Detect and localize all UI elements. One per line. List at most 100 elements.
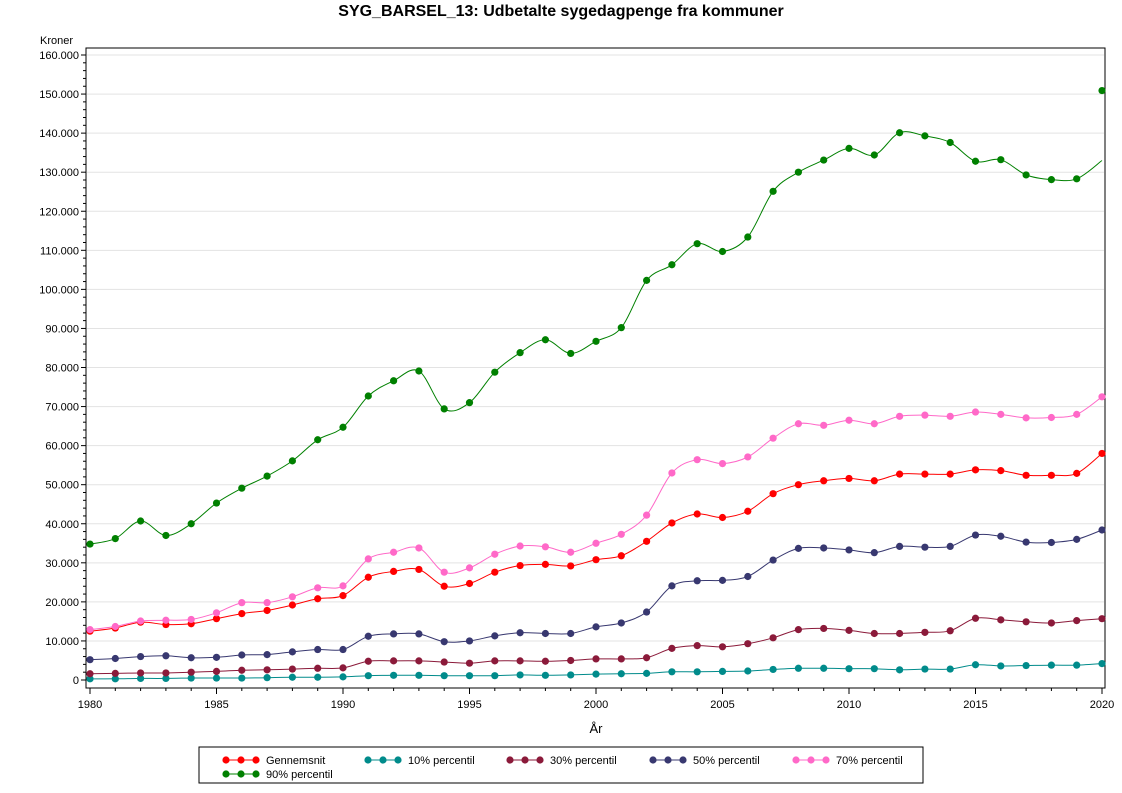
data-point (820, 544, 828, 552)
data-point (86, 675, 94, 683)
series-10-percentil (86, 659, 1106, 683)
x-tick-label: 1995 (457, 699, 481, 711)
data-point (693, 577, 701, 585)
data-point (162, 669, 170, 677)
data-point (415, 367, 423, 375)
data-point (288, 665, 296, 673)
data-point (162, 674, 170, 683)
data-point (617, 655, 625, 663)
data-point (111, 534, 119, 543)
legend-label: 30% percentil (550, 755, 617, 767)
data-point (1098, 86, 1106, 95)
y-tick-label: 10.000 (45, 636, 79, 648)
data-point (921, 628, 929, 636)
data-point (1047, 176, 1055, 184)
legend-swatch-marker (792, 756, 800, 764)
data-point (491, 550, 499, 558)
data-point (617, 324, 625, 332)
data-point (643, 276, 651, 284)
data-point (643, 669, 651, 677)
data-point (567, 548, 575, 556)
data-point (744, 572, 752, 581)
data-point (1022, 471, 1030, 479)
data-point (86, 626, 94, 634)
data-point (1073, 661, 1081, 669)
data-point (693, 642, 701, 650)
legend-label: 70% percentil (836, 755, 903, 767)
data-point (541, 629, 550, 638)
data-point (390, 567, 398, 576)
data-point (238, 609, 246, 618)
series-90-percentil (86, 86, 1106, 548)
data-point (364, 672, 372, 680)
data-point (870, 420, 878, 428)
data-point (516, 629, 524, 637)
data-point (415, 671, 423, 679)
legend-swatch-marker (822, 756, 830, 764)
data-point (1073, 617, 1081, 625)
data-point (946, 412, 954, 420)
data-point (187, 520, 195, 528)
legend-items: Gennemsnit 10% percentil 30% percentil 50% … (222, 755, 903, 781)
data-point (162, 531, 170, 540)
data-point (137, 517, 145, 525)
data-point (794, 664, 803, 672)
data-point (870, 629, 878, 638)
data-point (1098, 615, 1106, 623)
data-point (238, 599, 246, 607)
series-70-percentil (86, 393, 1106, 634)
data-point (465, 637, 474, 645)
data-point (440, 658, 448, 666)
data-point (137, 669, 145, 677)
data-point (1098, 659, 1106, 668)
data-point (617, 619, 625, 627)
legend-label: 10% percentil (408, 755, 475, 767)
legend-item: 70% percentil (792, 755, 903, 767)
y-tick-label: 40.000 (45, 519, 79, 531)
data-point (744, 667, 752, 675)
data-point (364, 555, 372, 563)
data-point (137, 674, 145, 683)
data-point (794, 544, 803, 552)
data-point (541, 671, 550, 679)
legend-swatch-marker (364, 756, 372, 764)
x-tick-label: 2005 (710, 699, 734, 711)
legend-frame (198, 746, 924, 784)
data-point (491, 672, 499, 680)
data-point (263, 666, 271, 674)
data-point (845, 546, 853, 554)
data-point (288, 457, 296, 465)
data-point (187, 615, 195, 624)
data-point (693, 510, 701, 518)
data-point (769, 434, 777, 442)
data-point (946, 138, 954, 147)
legend-item: 10% percentil (364, 755, 475, 767)
y-axis: 0 10.000 20.000 30.000 40.000 50.000 60.000 70.… (39, 50, 86, 687)
legend-swatch-marker (521, 756, 529, 764)
data-point (870, 665, 878, 673)
data-point (592, 623, 600, 631)
data-point (718, 667, 727, 676)
data-point (390, 671, 398, 679)
data-point (921, 411, 929, 419)
chart-title: SYG_BARSEL_13: Udbetalte sygedagpenge fr… (338, 3, 783, 20)
data-point (997, 467, 1005, 475)
data-point (1022, 414, 1030, 422)
data-point (870, 549, 878, 557)
data-point (896, 629, 904, 638)
data-point (1098, 393, 1106, 401)
data-point (212, 499, 221, 507)
data-point (592, 337, 600, 345)
data-point (86, 540, 94, 548)
series-50-percentil (86, 526, 1106, 664)
data-point (339, 592, 347, 600)
data-point (491, 632, 499, 640)
data-point (162, 616, 170, 624)
data-point (86, 656, 94, 664)
data-point (263, 674, 271, 682)
data-point (516, 561, 524, 570)
data-point (845, 665, 853, 673)
data-point (288, 593, 296, 601)
legend-item: Gennemsnit (222, 755, 325, 767)
legend-swatch-marker (237, 756, 245, 764)
